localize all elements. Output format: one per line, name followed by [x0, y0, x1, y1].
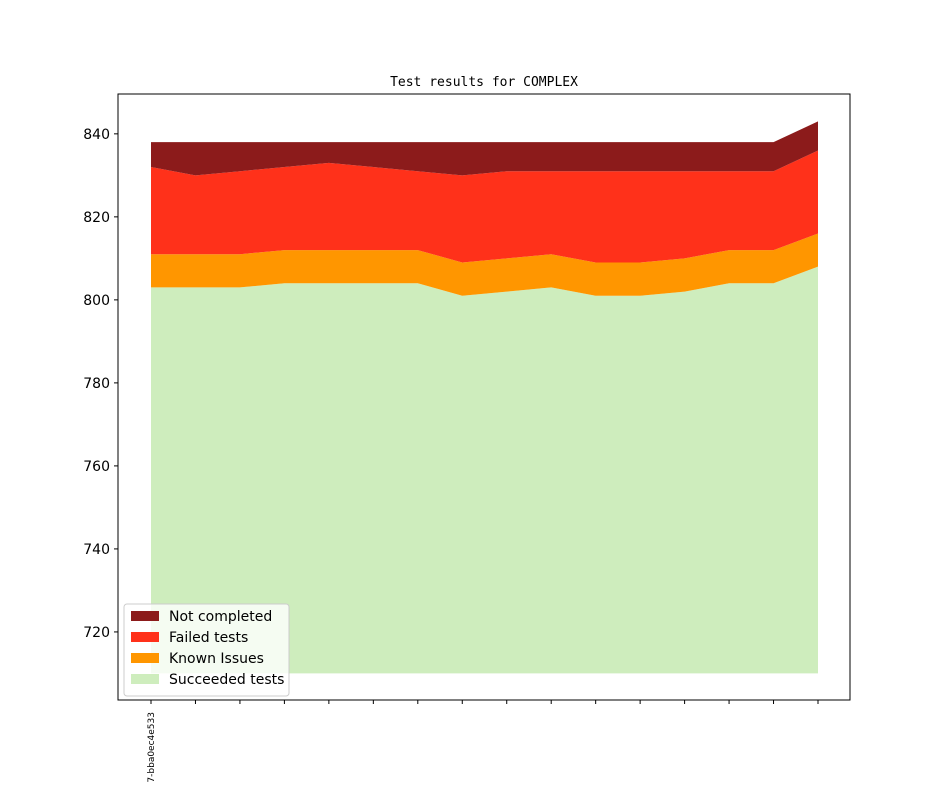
area: [151, 121, 818, 176]
y-tick-label: 780: [83, 376, 110, 392]
chart-title: Test results for COMPLEX: [390, 75, 578, 90]
area: [151, 150, 818, 263]
y-tick-label: 800: [83, 293, 110, 309]
legend-label: Succeeded tests: [169, 672, 284, 688]
legend-swatch: [131, 674, 159, 684]
plot-frame: [117, 93, 851, 701]
area: [151, 266, 818, 674]
legend-swatch: [131, 653, 159, 663]
y-tick-label: 840: [83, 127, 110, 143]
area: [151, 233, 818, 296]
legend-box: [123, 603, 290, 697]
y-tick-label: 760: [83, 459, 110, 475]
y-tick-label: 720: [83, 625, 110, 641]
legend: Not completed Failed tests Known Issues Suc…: [123, 603, 290, 697]
legend-swatch: [131, 632, 159, 642]
y-tick-label: 820: [83, 210, 110, 226]
legend-label: Failed tests: [169, 630, 248, 646]
legend-swatch: [131, 611, 159, 621]
y-tick-label: 740: [83, 542, 110, 558]
legend-label: Known Issues: [169, 651, 264, 667]
legend-label: Not completed: [169, 609, 272, 625]
x-tick-label: 7-bba0ec4e533: [147, 712, 157, 783]
